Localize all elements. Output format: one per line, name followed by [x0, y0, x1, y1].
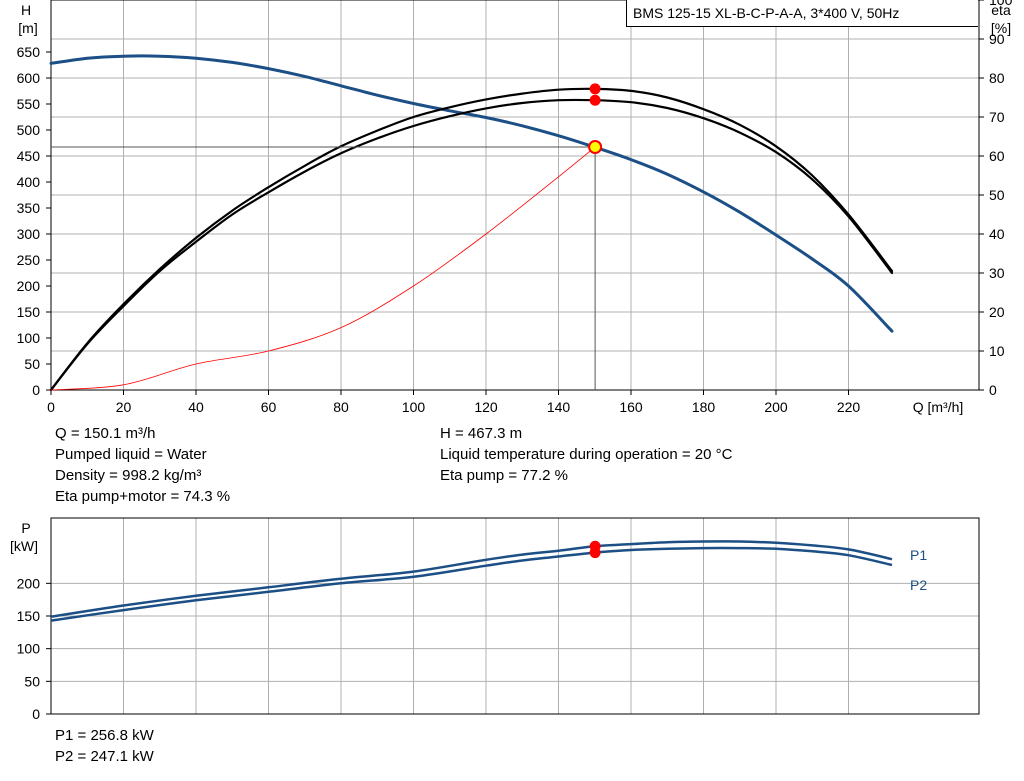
y-right-label-eta: eta — [991, 2, 1011, 18]
info-liquid: Pumped liquid = Water — [55, 446, 207, 463]
y-left-tick-label: 600 — [17, 70, 41, 86]
y-right-tick-label: 20 — [989, 304, 1005, 320]
x-tick-label: 140 — [547, 399, 571, 415]
y-left-label-h: H — [21, 2, 31, 18]
eta-curve — [49, 87, 894, 392]
y-right-tick-label: 70 — [989, 109, 1005, 125]
legend-p2: P2 — [910, 577, 927, 593]
info-head: H = 467.3 m — [440, 425, 523, 442]
power-tick-label: 100 — [17, 641, 41, 657]
eta-total-marker — [589, 94, 601, 106]
x-tick-label: 40 — [188, 399, 204, 415]
y-left-tick-label: 400 — [17, 174, 41, 190]
y-right-tick-label: 60 — [989, 148, 1005, 164]
info-eta-pump: Eta pump = 77.2 % — [440, 467, 568, 484]
info-right-block: H = 467.3 m Liquid temperature during op… — [440, 423, 732, 486]
y-right-tick-label: 40 — [989, 226, 1005, 242]
duty-point-marker — [588, 140, 603, 155]
x-tick-label: 60 — [261, 399, 277, 415]
y-right-label-unit: [%] — [991, 20, 1011, 36]
y-right-tick-label: 80 — [989, 70, 1005, 86]
y-right-tick-label: 50 — [989, 187, 1005, 203]
eta-pump-marker — [589, 83, 601, 95]
y-left-tick-label: 200 — [17, 278, 41, 294]
x-axis-label: Q [m³/h] — [913, 399, 964, 415]
info-p1: P1 = 256.8 kW — [55, 727, 154, 744]
head-curve — [49, 54, 894, 333]
power-axis-label-p: P — [21, 520, 30, 536]
x-tick-label: 200 — [764, 399, 788, 415]
y-left-tick-label: 450 — [17, 148, 41, 164]
x-tick-label: 20 — [116, 399, 132, 415]
info-power-block: P1 = 256.8 kW P2 = 247.1 kW — [55, 725, 154, 767]
curves — [49, 54, 894, 622]
duty-markers — [51, 83, 603, 559]
power-tick-label: 150 — [17, 608, 41, 624]
info-p2: P2 = 247.1 kW — [55, 748, 154, 765]
x-tick-label: 160 — [619, 399, 643, 415]
info-flow: Q = 150.1 m³/h — [55, 425, 156, 442]
y-right-tick-label: 100 — [989, 0, 1013, 8]
p2-marker — [589, 547, 601, 559]
power-curve-p1 — [50, 540, 893, 618]
axis-ticks: 0 20 40 60 80 100 120 140 160 180 200 2200501001502… — [17, 0, 1013, 722]
y-right-tick-label: 30 — [989, 265, 1005, 281]
legend-p1: P1 — [910, 547, 927, 563]
power-tick-label: 0 — [32, 706, 40, 722]
x-tick-label: 80 — [333, 399, 349, 415]
eta-curve — [49, 98, 894, 392]
y-left-label-unit: [m] — [18, 20, 37, 36]
y-left-tick-label: 650 — [17, 44, 41, 60]
chart-title: BMS 125-15 XL-B-C-P-A-A, 3*400 V, 50Hz — [626, 0, 978, 27]
y-right-tick-label: 10 — [989, 343, 1005, 359]
info-left-block: Q = 150.1 m³/h Pumped liquid = Water Den… — [55, 423, 230, 507]
info-temperature: Liquid temperature during operation = 20… — [440, 446, 733, 463]
y-left-tick-label: 50 — [24, 356, 40, 372]
y-left-tick-label: 300 — [17, 226, 41, 242]
y-right-tick-label: 90 — [989, 31, 1005, 47]
y-left-tick-label: 0 — [32, 382, 40, 398]
power-tick-label: 50 — [24, 673, 40, 689]
y-left-tick-label: 100 — [17, 330, 41, 346]
x-tick-label: 100 — [402, 399, 426, 415]
x-tick-label: 220 — [837, 399, 861, 415]
y-right-tick-label: 0 — [989, 382, 997, 398]
power-tick-label: 200 — [17, 575, 41, 591]
y-left-tick-label: 150 — [17, 304, 41, 320]
y-left-tick-label: 550 — [17, 96, 41, 112]
x-tick-label: 0 — [47, 399, 55, 415]
y-left-tick-label: 250 — [17, 252, 41, 268]
system-curve — [50, 146, 596, 391]
x-tick-label: 180 — [692, 399, 716, 415]
power-axis-label-unit: [kW] — [10, 538, 38, 554]
y-left-tick-label: 350 — [17, 200, 41, 216]
y-left-tick-label: 500 — [17, 122, 41, 138]
info-density: Density = 998.2 kg/m³ — [55, 467, 202, 484]
power-curve-p2 — [50, 546, 893, 622]
info-eta-total: Eta pump+motor = 74.3 % — [55, 488, 231, 505]
x-tick-label: 120 — [474, 399, 498, 415]
